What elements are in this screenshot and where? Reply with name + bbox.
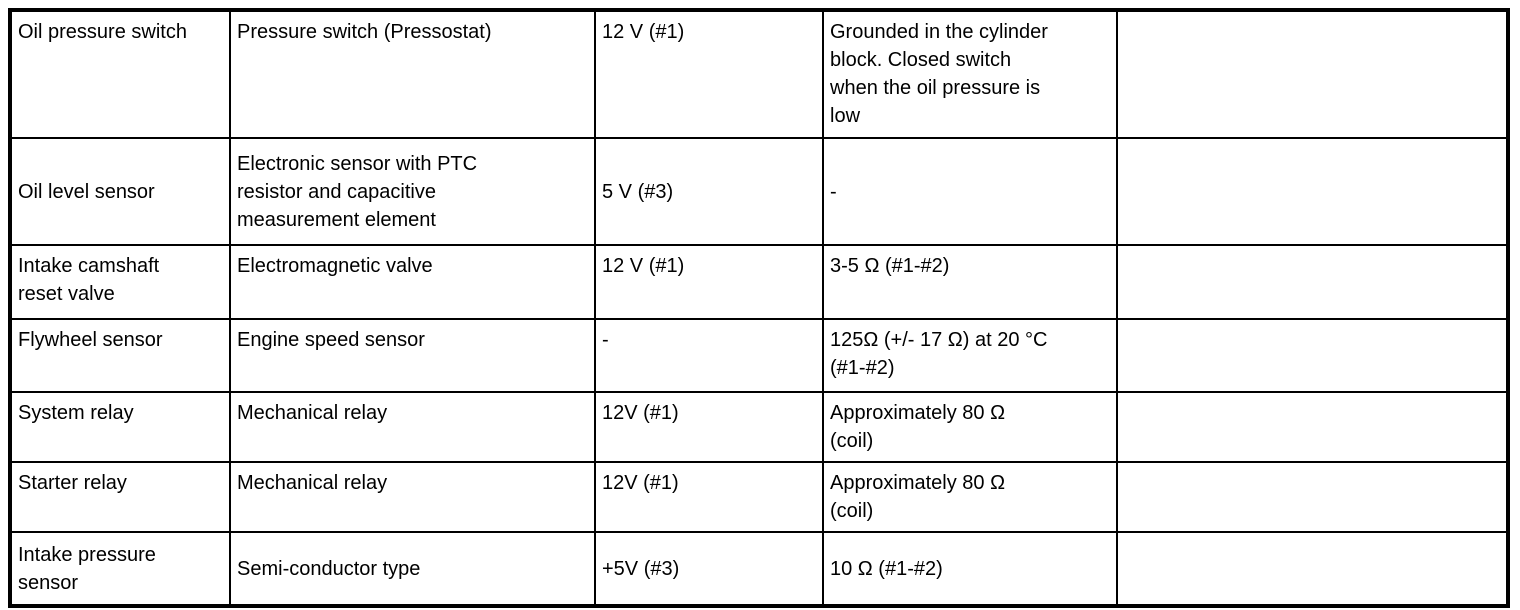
cell-voltage: 12V (#1) bbox=[594, 461, 824, 533]
cell-voltage: - bbox=[594, 318, 824, 393]
cell-component: System relay bbox=[9, 391, 231, 463]
cell-voltage: 12 V (#1) bbox=[594, 244, 824, 320]
cell-description: Pressure switch (Pressostat) bbox=[229, 9, 596, 139]
cell-component: Starter relay bbox=[9, 461, 231, 533]
cell-component: Intake pressure sensor bbox=[9, 531, 231, 607]
cell-description: Mechanical relay bbox=[229, 461, 596, 533]
cell-description: Mechanical relay bbox=[229, 391, 596, 463]
cell-resistance: Approximately 80 Ω (coil) bbox=[822, 461, 1118, 533]
cell-voltage: +5V (#3) bbox=[594, 531, 824, 607]
cell-notes bbox=[1116, 137, 1509, 246]
table-row: Flywheel sensor Engine speed sensor - 12… bbox=[9, 318, 1509, 393]
cell-component: Flywheel sensor bbox=[9, 318, 231, 393]
cell-resistance: 10 Ω (#1-#2) bbox=[822, 531, 1118, 607]
cell-resistance: Grounded in the cylinder block. Closed s… bbox=[822, 9, 1118, 139]
cell-voltage: 12V (#1) bbox=[594, 391, 824, 463]
table-row: System relay Mechanical relay 12V (#1) A… bbox=[9, 391, 1509, 463]
table-row: Starter relay Mechanical relay 12V (#1) … bbox=[9, 461, 1509, 533]
cell-component: Oil level sensor bbox=[9, 137, 231, 246]
cell-voltage: 5 V (#3) bbox=[594, 137, 824, 246]
cell-notes bbox=[1116, 318, 1509, 393]
cell-resistance: 3-5 Ω (#1-#2) bbox=[822, 244, 1118, 320]
table-row: Oil pressure switch Pressure switch (Pre… bbox=[9, 9, 1509, 139]
cell-notes bbox=[1116, 9, 1509, 139]
table-row: Intake camshaft reset valve Electromagne… bbox=[9, 244, 1509, 320]
cell-notes bbox=[1116, 531, 1509, 607]
cell-resistance: 125Ω (+/- 17 Ω) at 20 °C (#1-#2) bbox=[822, 318, 1118, 393]
cell-component: Intake camshaft reset valve bbox=[9, 244, 231, 320]
cell-notes bbox=[1116, 461, 1509, 533]
cell-description: Electromagnetic valve bbox=[229, 244, 596, 320]
cell-description: Electronic sensor with PTC resistor and … bbox=[229, 137, 596, 246]
cell-component: Oil pressure switch bbox=[9, 9, 231, 139]
cell-description: Semi-conductor type bbox=[229, 531, 596, 607]
table-row: Intake pressure sensor Semi-conductor ty… bbox=[9, 531, 1509, 607]
cell-description: Engine speed sensor bbox=[229, 318, 596, 393]
cell-notes bbox=[1116, 244, 1509, 320]
cell-notes bbox=[1116, 391, 1509, 463]
cell-voltage: 12 V (#1) bbox=[594, 9, 824, 139]
cell-resistance: - bbox=[822, 137, 1118, 246]
spec-table: Oil pressure switch Pressure switch (Pre… bbox=[8, 8, 1510, 608]
cell-resistance: Approximately 80 Ω (coil) bbox=[822, 391, 1118, 463]
table-row: Oil level sensor Electronic sensor with … bbox=[9, 137, 1509, 246]
